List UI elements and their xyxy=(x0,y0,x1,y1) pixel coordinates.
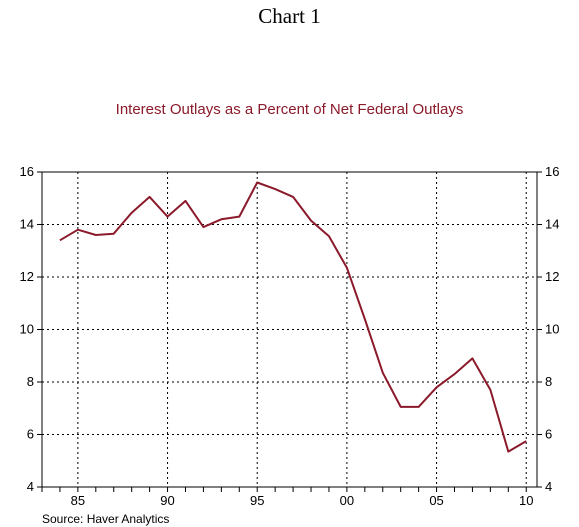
series-line xyxy=(59,181,527,453)
x-tick-label: 10 xyxy=(519,493,533,508)
y-tick-label-right: 4 xyxy=(545,479,552,494)
x-tick-label: 05 xyxy=(429,493,443,508)
y-tick-label-left: 4 xyxy=(27,479,34,494)
y-tick-label-left: 12 xyxy=(20,269,34,284)
source-note: Source: Haver Analytics xyxy=(42,512,170,526)
y-tick-label-right: 12 xyxy=(545,269,559,284)
y-tick-label-right: 10 xyxy=(545,322,559,337)
x-tick-label: 95 xyxy=(250,493,264,508)
x-tick-label: 00 xyxy=(340,493,354,508)
y-tick-label-right: 8 xyxy=(545,374,552,389)
series-lines xyxy=(59,181,527,453)
x-tick-label: 85 xyxy=(71,493,85,508)
y-tick-label-right: 14 xyxy=(545,217,559,232)
x-tick-label: 90 xyxy=(160,493,174,508)
y-tick-label-right: 6 xyxy=(545,427,552,442)
tick-labels: 4 4 6 6 8 8 10 10 12 12 14 14 16 16 85 90 95 00 05 10 xyxy=(20,164,560,508)
grid-lines xyxy=(42,172,537,487)
y-tick-label-left: 6 xyxy=(27,427,34,442)
y-tick-label-left: 16 xyxy=(20,164,34,179)
chart-heading: Chart 1 xyxy=(258,4,321,28)
y-tick-label-right: 16 xyxy=(545,164,559,179)
y-tick-label-left: 14 xyxy=(20,217,34,232)
axis-ticks xyxy=(37,171,542,492)
y-tick-label-left: 8 xyxy=(27,374,34,389)
y-tick-label-left: 10 xyxy=(20,322,34,337)
chart-title: Interest Outlays as a Percent of Net Fed… xyxy=(115,101,464,118)
